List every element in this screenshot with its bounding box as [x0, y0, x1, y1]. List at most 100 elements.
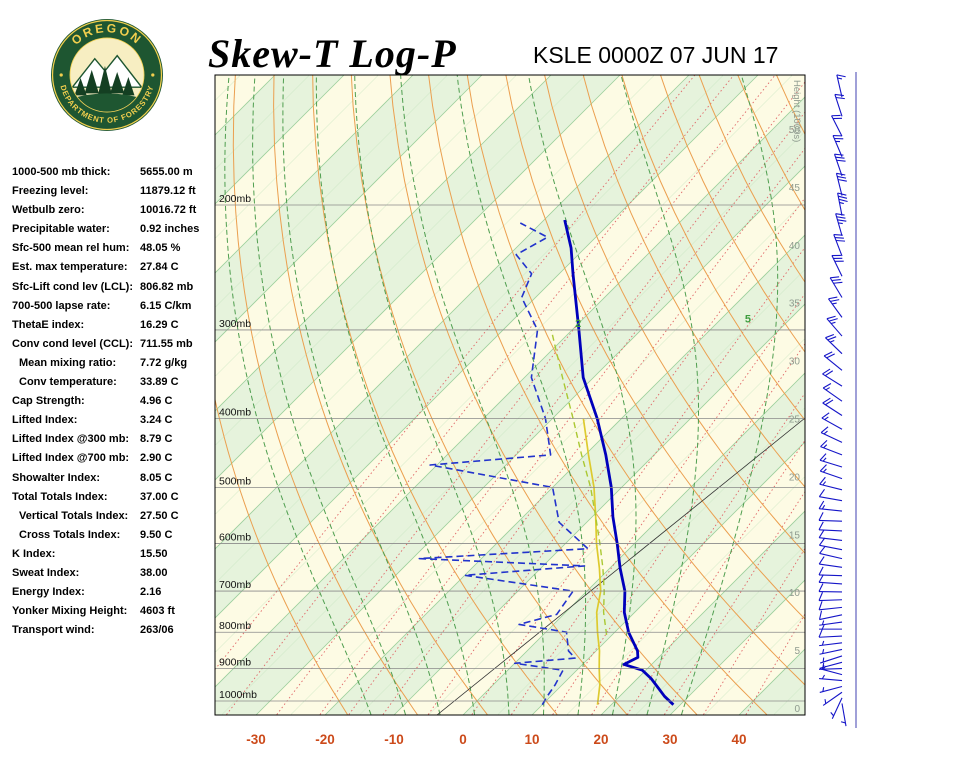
wind-barb [819, 476, 843, 491]
temperature-line [563, 219, 675, 706]
index-row: Conv cond level (CCL): 711.55 mb [12, 338, 212, 357]
wind-barb [831, 114, 843, 137]
wind-barb [819, 655, 843, 664]
wind-barb [832, 135, 844, 157]
index-value: 263/06 [140, 624, 174, 637]
index-label: Wetbulb zero: [12, 204, 85, 217]
index-value: 2.16 [140, 586, 162, 599]
logo-gold-ring [51, 19, 163, 131]
index-row: Sfc-Lift cond lev (LCL): 806.82 mb [12, 281, 212, 300]
index-value: 27.84 C [140, 261, 179, 274]
x-tick-label: -30 [246, 732, 266, 747]
index-row: Showalter Index: 8.05 C [12, 472, 212, 491]
wind-barb [818, 574, 843, 585]
index-label: Conv cond level (CCL): [12, 337, 134, 350]
logo-tree [84, 69, 99, 94]
height-tick-label: 25 [789, 415, 801, 426]
index-row: Sweat Index: 38.00 [12, 567, 212, 586]
pressure-label: 700mb [219, 579, 251, 591]
height-tick-label: 15 [789, 530, 801, 541]
height-tick-label: 40 [789, 241, 801, 252]
index-row: Conv temperature: 33.89 C [12, 376, 212, 395]
height-tick-label: 45 [789, 183, 801, 194]
pressure-label: 900mb [219, 657, 251, 669]
index-row: Est. max temperature: 27.84 C [12, 261, 212, 280]
wind-barb [818, 610, 843, 621]
wind-barb [831, 254, 844, 277]
index-label: Conv temperature: [19, 376, 117, 389]
index-label: Sfc-Lift cond lev (LCL): [12, 280, 133, 293]
wind-barb [840, 703, 847, 727]
wind-barb [818, 521, 843, 532]
x-tick-label: 10 [524, 732, 539, 747]
x-tick-label: 0 [459, 732, 467, 747]
pressure-label: 800mb [219, 620, 251, 632]
index-label: Sfc-500 mean rel hum: [12, 242, 130, 255]
wind-barb [826, 315, 843, 337]
index-row: ThetaE index: 16.29 C [12, 319, 212, 338]
height-axis-title: Height (1000s) [791, 80, 802, 142]
height-tick-label: 35 [789, 299, 801, 310]
index-row: K Index: 15.50 [12, 548, 212, 567]
odf-logo: OREGON DEPARTMENT OF FORESTRY [51, 19, 163, 131]
logo-tree [97, 65, 113, 96]
wind-barb [822, 691, 843, 706]
wind-barb [818, 628, 843, 638]
index-value: 16.29 C [140, 318, 179, 331]
wind-barb [818, 529, 843, 542]
wind-barb [818, 488, 843, 502]
height-tick-label: 20 [789, 472, 801, 483]
pressure-label: 300mb [219, 318, 251, 330]
wind-barb [820, 440, 843, 456]
index-row: 700-500 lapse rate: 6.15 C/km [12, 300, 212, 319]
index-value: 7.72 g/kg [140, 356, 188, 369]
wind-barb [834, 93, 845, 117]
pressure-label: 200mb [219, 193, 251, 205]
index-value: 15.50 [140, 547, 168, 560]
wind-barb [825, 333, 843, 355]
adiabat-label: 2 [575, 318, 581, 330]
index-row: Vertical Totals Index: 27.50 C [12, 510, 212, 529]
wind-barb [819, 624, 842, 630]
wind-barb [821, 412, 843, 430]
wind-barb [823, 351, 843, 371]
wind-barb [818, 556, 843, 568]
pressure-label: 400mb [219, 407, 251, 419]
index-label: Lifted Index @700 mb: [12, 452, 130, 465]
index-value: 4603 ft [140, 605, 175, 618]
index-value: 6.15 C/km [140, 299, 192, 312]
height-tick-label: 10 [789, 588, 801, 599]
wind-barb [819, 661, 843, 669]
wind-barb [819, 620, 843, 626]
index-label: Total Totals Index: [12, 490, 108, 503]
x-tick-label: -10 [384, 732, 404, 747]
x-tick-label: -20 [315, 732, 335, 747]
index-label: Precipitable water: [12, 223, 110, 236]
index-label: Est. max temperature: [12, 261, 128, 274]
index-row: Cap Strength: 4.96 C [12, 395, 212, 414]
wind-barb [835, 213, 847, 236]
wind-barb [837, 192, 848, 216]
index-value: 4.96 C [140, 395, 173, 408]
wind-barb [829, 276, 843, 298]
wind-barb [818, 500, 843, 512]
index-row: Total Totals Index: 37.00 C [12, 491, 212, 510]
wind-barb [819, 464, 843, 480]
index-row: Yonker Mixing Height: 4603 ft [12, 605, 212, 624]
index-row: Lifted Index: 3.24 C [12, 414, 212, 433]
index-value: 38.00 [140, 566, 168, 579]
wind-barb [818, 566, 843, 577]
wind-barb [818, 583, 843, 593]
wind-barb [819, 545, 843, 560]
height-tick-label: 0 [794, 704, 800, 715]
index-row: Freezing level: 11879.12 ft [12, 185, 212, 204]
index-label: Showalter Index: [12, 471, 101, 484]
index-label: Vertical Totals Index: [19, 509, 129, 522]
index-label: Cap Strength: [12, 395, 85, 408]
wind-barb [822, 397, 843, 416]
index-value: 9.50 C [140, 528, 173, 541]
height-tick-label: 5 [794, 646, 800, 657]
index-label: Mean mixing ratio: [19, 356, 117, 369]
index-value: 37.00 C [140, 490, 179, 503]
